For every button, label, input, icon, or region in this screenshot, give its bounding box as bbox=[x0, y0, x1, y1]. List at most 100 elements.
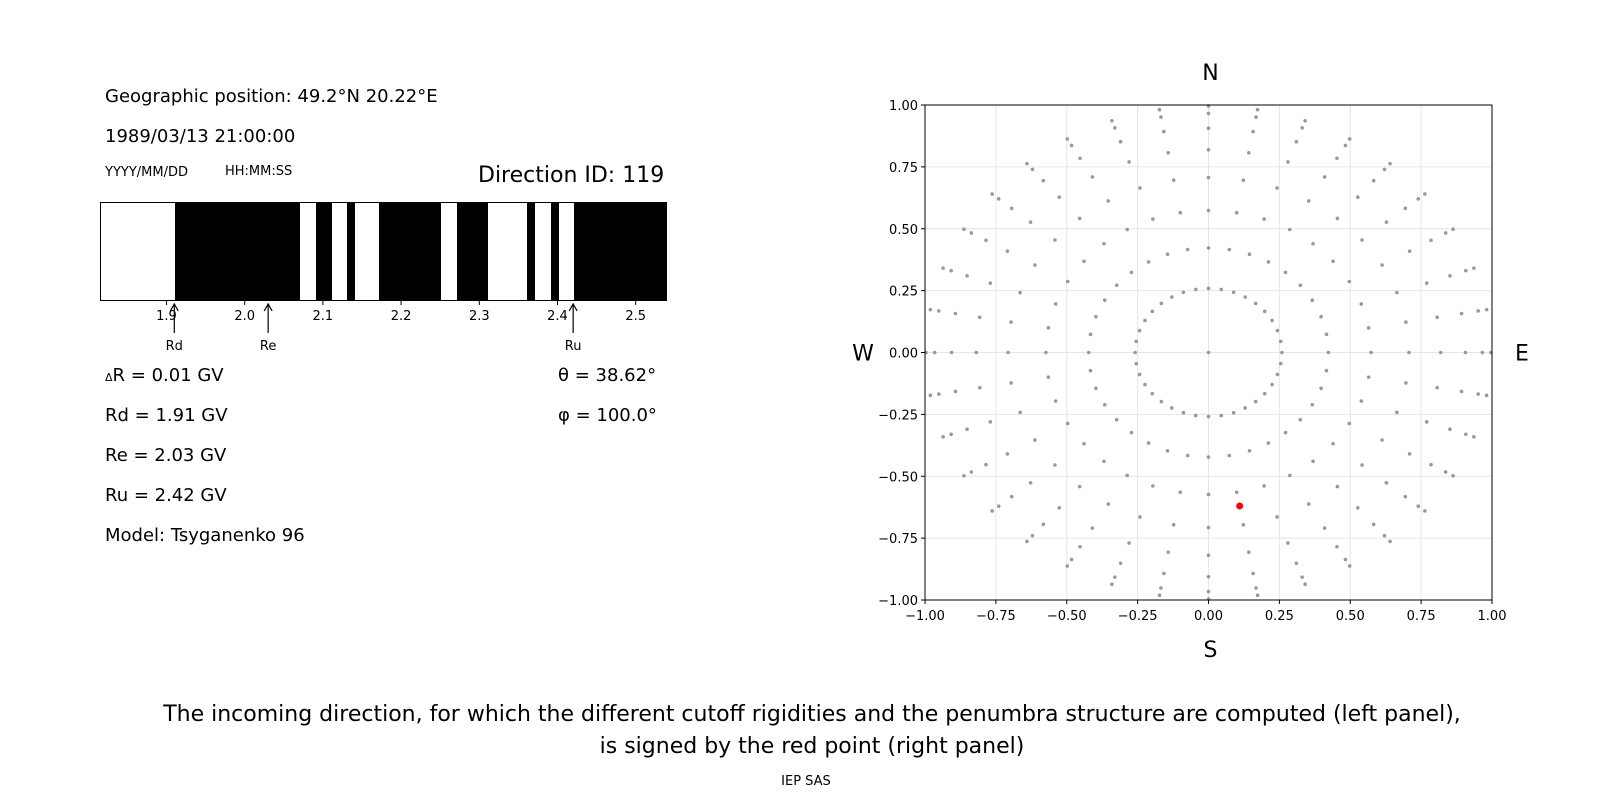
direction-point bbox=[1106, 199, 1111, 203]
direction-point bbox=[1275, 372, 1280, 377]
direction-point bbox=[1306, 199, 1311, 203]
direction-point bbox=[1278, 361, 1283, 366]
date-format-label: YYYY/MM/DD bbox=[105, 165, 188, 180]
direction-point bbox=[1162, 571, 1166, 576]
direction-point bbox=[1206, 286, 1211, 291]
direction-point bbox=[1251, 571, 1255, 576]
direction-point bbox=[1046, 326, 1051, 330]
direction-point bbox=[1424, 281, 1429, 285]
direction-point bbox=[1065, 137, 1070, 141]
direction-point bbox=[1046, 375, 1051, 379]
direction-point bbox=[1090, 175, 1095, 179]
direction-point bbox=[1322, 526, 1327, 530]
direction-point bbox=[1118, 139, 1123, 144]
compass-north: N bbox=[1202, 61, 1218, 86]
direction-point bbox=[1283, 430, 1288, 435]
direction-point bbox=[1181, 290, 1186, 295]
direction-point bbox=[988, 420, 993, 424]
delta-r: ΔR = 0.01 GV bbox=[105, 365, 224, 386]
direction-point bbox=[984, 462, 988, 467]
direction-point bbox=[928, 393, 933, 398]
direction-point bbox=[1159, 399, 1164, 404]
direction-point bbox=[1206, 350, 1211, 355]
direction-point bbox=[1366, 375, 1371, 379]
direction-point bbox=[1275, 186, 1279, 190]
direction-point bbox=[1170, 295, 1174, 299]
direction-point bbox=[1247, 252, 1252, 257]
direction-point bbox=[1234, 210, 1239, 215]
direction-point bbox=[1407, 452, 1412, 456]
direction-point bbox=[1185, 247, 1190, 252]
x-tick-label: 0.25 bbox=[1265, 609, 1294, 624]
direction-point bbox=[1094, 386, 1098, 391]
direction-point bbox=[1157, 593, 1162, 598]
direction-point bbox=[1114, 283, 1119, 288]
direction-point bbox=[1234, 490, 1239, 495]
direction-point bbox=[1451, 227, 1455, 232]
direction-point bbox=[1137, 328, 1142, 333]
x-tick-label: 0.75 bbox=[1407, 609, 1436, 624]
direction-point bbox=[1086, 350, 1091, 355]
penumbra-tick-label: 1.9 bbox=[156, 309, 177, 324]
re-value: Re = 2.03 GV bbox=[105, 445, 227, 466]
direction-point bbox=[1247, 550, 1251, 554]
x-tick-label: 1.00 bbox=[1478, 609, 1507, 624]
penumbra-band bbox=[550, 203, 559, 300]
direction-point bbox=[1133, 350, 1137, 355]
direction-point bbox=[1077, 216, 1082, 221]
direction-point bbox=[1300, 126, 1304, 130]
direction-point bbox=[1423, 192, 1427, 196]
direction-point bbox=[1006, 350, 1010, 355]
direction-point bbox=[977, 385, 982, 390]
direction-point bbox=[1382, 167, 1387, 172]
y-tick-label: −0.25 bbox=[878, 408, 918, 423]
direction-point bbox=[932, 350, 937, 355]
direction-point bbox=[1159, 301, 1164, 306]
direction-point bbox=[1134, 361, 1139, 366]
direction-point bbox=[1088, 368, 1093, 373]
direction-point bbox=[1030, 533, 1035, 538]
direction-point bbox=[1009, 494, 1014, 499]
direction-point bbox=[1110, 582, 1114, 586]
direction-point bbox=[1310, 298, 1315, 303]
direction-point bbox=[1082, 259, 1086, 264]
direction-point bbox=[1082, 441, 1086, 446]
direction-point bbox=[1150, 391, 1155, 396]
direction-point bbox=[1127, 541, 1131, 545]
direction-point bbox=[1343, 143, 1348, 148]
direction-point bbox=[1243, 295, 1247, 299]
marker-arrowhead-re bbox=[263, 302, 273, 312]
direction-point bbox=[953, 389, 958, 394]
direction-point bbox=[1206, 414, 1211, 419]
direction-point bbox=[1288, 227, 1292, 232]
direction-point bbox=[1118, 561, 1123, 566]
direction-point bbox=[1335, 484, 1340, 489]
penumbra-band bbox=[316, 203, 332, 300]
direction-point bbox=[1463, 350, 1468, 355]
direction-point bbox=[1306, 502, 1311, 506]
direction-point bbox=[1143, 382, 1147, 387]
direction-point bbox=[1476, 309, 1480, 313]
direction-point bbox=[1247, 151, 1251, 155]
direction-point bbox=[1231, 410, 1236, 415]
penumbra-band bbox=[527, 203, 536, 300]
direction-point bbox=[1009, 381, 1013, 385]
direction-point bbox=[1227, 247, 1232, 252]
direction-point bbox=[1033, 438, 1037, 442]
direction-point bbox=[1193, 287, 1198, 292]
direction-point bbox=[1162, 129, 1166, 134]
direction-point bbox=[1322, 175, 1327, 179]
direction-point bbox=[1366, 326, 1371, 330]
penumbra-tick-label: 2.2 bbox=[391, 309, 412, 324]
direction-point bbox=[1206, 525, 1211, 530]
direction-point bbox=[1311, 241, 1315, 246]
marker-label-rd: Rd bbox=[166, 339, 183, 354]
direction-point bbox=[1106, 502, 1111, 506]
direction-point bbox=[1025, 161, 1029, 166]
y-tick-label: 0.25 bbox=[889, 285, 918, 300]
direction-point bbox=[1403, 494, 1408, 499]
direction-point bbox=[1335, 544, 1339, 549]
direction-point bbox=[1443, 470, 1448, 474]
direction-point bbox=[1371, 178, 1376, 183]
direction-point bbox=[1078, 544, 1082, 549]
